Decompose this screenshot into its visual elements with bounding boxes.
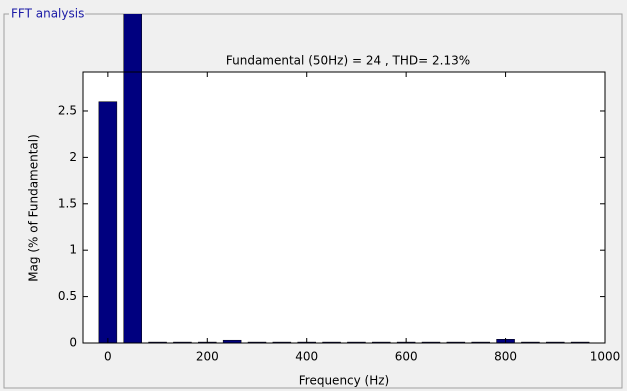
x-tick-label: 600	[395, 350, 418, 364]
x-tick-label: 400	[295, 350, 318, 364]
y-tick-label: 2.5	[58, 103, 77, 117]
y-tick-label: 0.5	[58, 289, 77, 303]
x-tick-label: 800	[494, 350, 517, 364]
y-tick-label: 2	[69, 150, 77, 164]
panel-border	[3, 13, 623, 389]
y-axis-label: Mag (% of Fundamental)	[27, 134, 41, 282]
x-tick-label: 1000	[590, 350, 621, 364]
x-tick-label: 200	[196, 350, 219, 364]
plot-area	[83, 72, 605, 343]
axes-box	[82, 71, 606, 344]
bar	[98, 101, 118, 344]
panel-title: FFT analysis	[11, 7, 84, 21]
y-tick-label: 1.5	[58, 196, 77, 210]
x-axis-label: Frequency (Hz)	[299, 374, 390, 388]
y-tick-label: 1	[69, 243, 77, 257]
panel-title-bg	[9, 6, 85, 22]
bar	[123, 14, 142, 344]
y-tick-label: 0	[69, 336, 77, 350]
x-tick-label: 0	[104, 350, 112, 364]
chart-title: Fundamental (50Hz) = 24 , THD= 2.13%	[226, 54, 470, 68]
